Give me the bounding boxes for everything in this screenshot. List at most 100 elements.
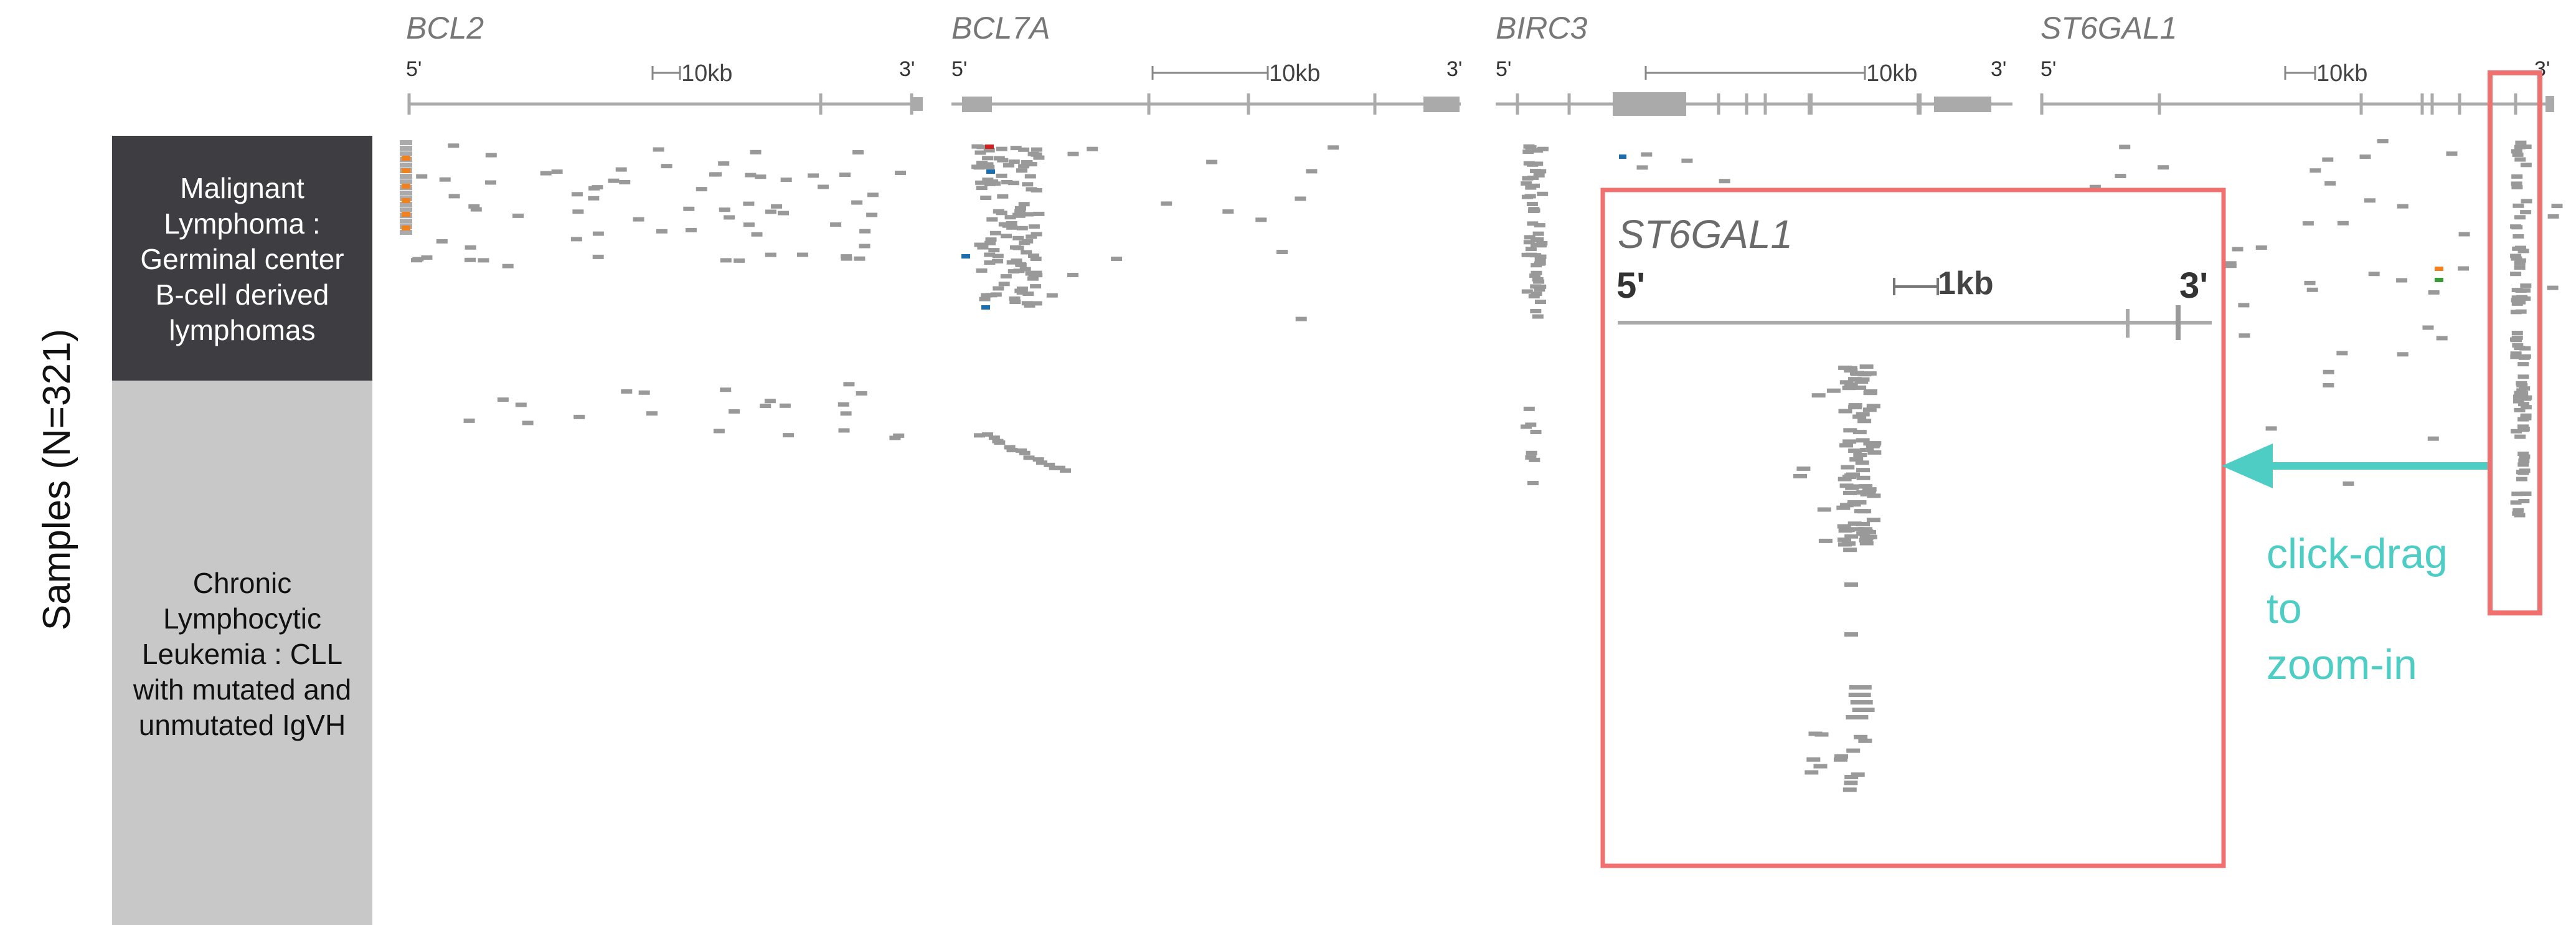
mutation-mark: [1866, 404, 1880, 409]
gene-title-st6gal1: ST6GAL1: [2041, 11, 2177, 45]
group-gcb-label: Malignant Lymphoma : Germinal center B-c…: [140, 172, 344, 346]
mutation-mark: [1021, 250, 1032, 255]
mutation-mark: [2511, 174, 2523, 179]
mutation-mark: [997, 194, 1009, 199]
mutation-mark: [2435, 278, 2443, 282]
svg-text:unmutated IgVH: unmutated IgVH: [139, 709, 346, 741]
mutation-mark: [2322, 157, 2334, 162]
mutation-mark: [2324, 181, 2336, 186]
mutation-mark: [497, 397, 509, 402]
mutation-mark: [2519, 468, 2531, 473]
mutation-mark: [1853, 453, 1867, 457]
mutation-mark: [1521, 252, 1533, 257]
svg-text:Leukemia : CLL: Leukemia : CLL: [142, 638, 342, 670]
mutation-mark: [439, 177, 451, 182]
mutation-mark: [1527, 221, 1539, 226]
mutation-mark: [1852, 430, 1867, 435]
mutation-mark: [1016, 168, 1027, 173]
mutation-mark: [1295, 196, 1306, 201]
mutation-mark: [743, 201, 755, 206]
mutation-mark: [570, 237, 582, 242]
mutation-mark: [1860, 492, 1874, 496]
group-cll-label: Chronic Lymphocytic Leukemia : CLL with …: [133, 567, 351, 741]
mutation-mark: [465, 245, 476, 250]
mutation-mark: [2547, 285, 2559, 290]
mutation-mark: [485, 153, 497, 158]
zoom-inset[interactable]: ST6GAL1 5' 3' 1kb: [1600, 187, 2226, 868]
mutation-marks[interactable]: [400, 139, 2563, 518]
mutation-mark: [830, 222, 842, 227]
mutation-mark: [2255, 245, 2267, 250]
inset-mutation-marks[interactable]: [1793, 364, 1882, 792]
mutation-mark: [1836, 505, 1851, 510]
mutation-mark: [982, 162, 994, 167]
mutation-mark: [1525, 185, 1537, 190]
svg-text:Lymphoma :: Lymphoma :: [164, 207, 320, 240]
mutation-mark: [1031, 188, 1042, 192]
mutation-mark: [2089, 184, 2101, 189]
mutation-mark: [2518, 499, 2530, 503]
mutation-mark: [2517, 424, 2529, 429]
mutation-mark: [2323, 383, 2334, 387]
mutation-mark: [2519, 386, 2531, 391]
mutation-mark: [1532, 237, 1544, 242]
mutation-mark: [751, 232, 763, 237]
mutation-mark: [1866, 444, 1880, 448]
mutation-mark: [400, 151, 412, 156]
mutation-mark: [2512, 343, 2524, 348]
mutation-mark: [2323, 369, 2334, 374]
mutation-mark: [465, 257, 476, 262]
mutation-mark: [2520, 163, 2532, 168]
mutation-mark: [1023, 455, 1035, 460]
mutation-mark: [2515, 140, 2527, 145]
svg-text:click-drag: click-drag: [2267, 530, 2448, 577]
mutation-mark: [633, 217, 644, 222]
mutation-mark: [1862, 371, 1877, 376]
gene-track-bcl2[interactable]: BCL2 5' 3' 10kb: [406, 11, 923, 115]
gene-track-birc3[interactable]: BIRC3 5' 3' 10kb: [1496, 11, 2012, 116]
mutation-mark: [1854, 509, 1868, 514]
mutation-mark: [2510, 254, 2522, 259]
mutation-mark: [1306, 169, 1318, 174]
mutation-mark: [1838, 477, 1852, 481]
mutation-mark: [1534, 223, 1545, 228]
gene-track-st6gal1[interactable]: ST6GAL1 5' 3' 10kb: [2040, 11, 2554, 115]
mutation-mark: [2514, 265, 2526, 270]
mutation-mark: [1852, 385, 1867, 390]
mutation-mark: [1826, 388, 1841, 393]
mutation-mark: [852, 150, 864, 154]
mutation-mark: [646, 411, 658, 416]
mutation-mark: [1033, 211, 1045, 216]
mutation-mark: [502, 263, 514, 268]
mutation-mark: [974, 150, 986, 155]
mutation-mark: [2511, 429, 2522, 434]
mutation-mark: [990, 292, 1002, 297]
mutation-mark: [1813, 764, 1828, 769]
mutation-mark: [1525, 145, 1537, 150]
mutation-mark: [2458, 232, 2470, 237]
mutation-mark: [1834, 754, 1848, 759]
mutation-mark: [783, 433, 795, 438]
mutation-mark: [1067, 273, 1078, 277]
mutation-mark: [1534, 260, 1546, 265]
mutation-mark: [2397, 352, 2409, 357]
mutation-mark: [638, 390, 650, 395]
group-gcb-band[interactable]: [112, 136, 372, 381]
mutation-mark: [1849, 457, 1864, 462]
mutation-mark: [1859, 538, 1873, 543]
mutation-mark: [1856, 468, 1870, 473]
mutation-mark: [1523, 240, 1535, 245]
mutation-mark: [2397, 204, 2409, 209]
mutation-mark: [1022, 212, 1034, 217]
mutation-mark: [720, 387, 732, 392]
gene-track-bcl7a[interactable]: BCL7A 5' 3' 10kb: [951, 11, 1462, 115]
mutation-mark: [1036, 460, 1047, 465]
mutation-mark: [994, 440, 1006, 445]
mutation-mark: [2516, 381, 2527, 386]
mutation-mark: [468, 204, 480, 209]
group-cll-band[interactable]: [112, 381, 372, 925]
zoom-selection-box[interactable]: [2488, 70, 2542, 615]
mutation-mark: [1016, 225, 1028, 230]
mutation-mark: [2520, 145, 2532, 149]
mutation-mark: [2158, 165, 2169, 170]
